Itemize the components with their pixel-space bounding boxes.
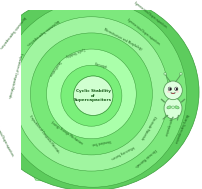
Circle shape	[164, 81, 182, 100]
Circle shape	[169, 88, 171, 90]
Ellipse shape	[168, 87, 171, 91]
Text: Cyclic Stability
of
Supercapacitors: Cyclic Stability of Supercapacitors	[74, 89, 112, 102]
Text: Electrode Materials: Electrode Materials	[140, 115, 157, 140]
Ellipse shape	[167, 91, 170, 93]
Text: Commercial Supercapacitors: Commercial Supercapacitors	[0, 120, 14, 156]
Ellipse shape	[175, 87, 178, 91]
Text: Standard Test: Standard Test	[91, 138, 111, 146]
Circle shape	[14, 17, 168, 171]
Circle shape	[74, 76, 113, 115]
Circle shape	[164, 73, 166, 75]
Text: Symmetrical Supercapacitors: Symmetrical Supercapacitors	[126, 18, 160, 46]
Ellipse shape	[176, 91, 179, 93]
Text: Classification: Classification	[47, 60, 61, 77]
Circle shape	[180, 73, 182, 75]
Text: Battery-Supercapacitor: Battery-Supercapacitor	[172, 113, 188, 144]
Ellipse shape	[164, 98, 182, 119]
Circle shape	[74, 76, 113, 115]
Circle shape	[30, 33, 152, 155]
Text: Microstructure and Morphology: Microstructure and Morphology	[103, 28, 143, 51]
Text: Preparation of Composite Materials: Preparation of Composite Materials	[7, 52, 23, 98]
Text: Energy Storage Mechanism: Energy Storage Mechanism	[50, 121, 83, 146]
Circle shape	[176, 88, 178, 90]
Text: Concept: Concept	[94, 62, 108, 69]
Ellipse shape	[175, 106, 179, 109]
Text: Asymmetric Supercapacitors: Asymmetric Supercapacitors	[26, 18, 60, 45]
Polygon shape	[27, 146, 111, 182]
Text: Battery-Supercapacitor: Battery-Supercapacitor	[163, 105, 177, 136]
Text: Cyclic Stability: Cyclic Stability	[65, 46, 86, 57]
Ellipse shape	[167, 106, 171, 109]
Circle shape	[0, 1, 186, 187]
Circle shape	[171, 106, 175, 109]
Circle shape	[61, 65, 122, 126]
Text: Electrode Materials: Electrode Materials	[134, 147, 157, 168]
Circle shape	[46, 49, 136, 139]
Text: Asymmetric Supercapacitors: Asymmetric Supercapacitors	[0, 15, 26, 48]
Text: Symmetrical Supercapacitors: Symmetrical Supercapacitors	[133, 1, 167, 29]
Text: Influencing Factors: Influencing Factors	[110, 144, 135, 159]
Text: Preparation of Composite Materials: Preparation of Composite Materials	[28, 115, 60, 154]
